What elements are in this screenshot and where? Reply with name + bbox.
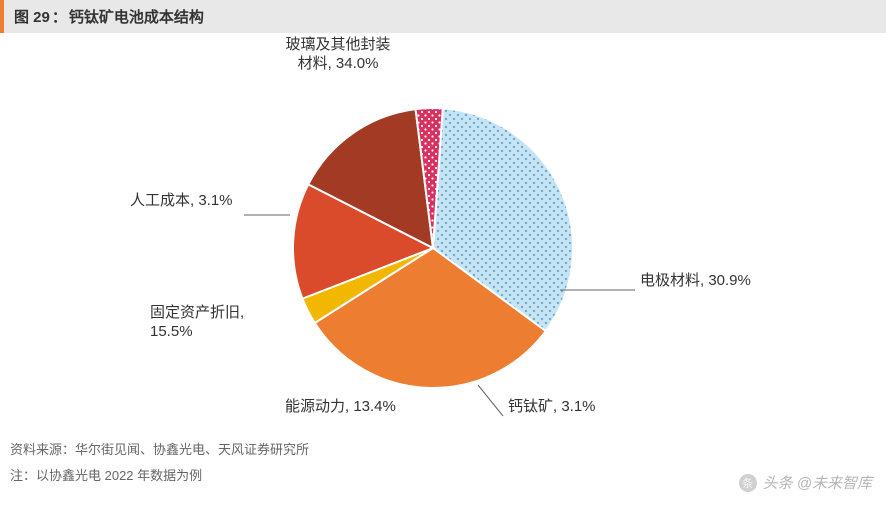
slice-label-人工成本: 人工成本, 3.1% [130,192,233,209]
figure-number: 图 29 [14,9,50,26]
watermark-icon: 条 [739,474,757,492]
source-line-2: 注：以协鑫光电 2022 年数据为例 [10,463,309,489]
slice-label-钙钛矿: 钙钛矿, 3.1% [508,398,596,415]
pie-chart: 玻璃及其他封装材料, 34.0% 电极材料, 30.9% 钙钛矿, 3.1% 能源动力… [0,33,886,423]
chart-title-bar: 图 29：钙钛矿电池成本结构 [0,0,886,33]
source-block: 资料来源：华尔街见闻、协鑫光电、天风证券研究所 注：以协鑫光电 2022 年数据… [10,437,309,489]
leader-line [478,385,503,416]
pie-svg: 玻璃及其他封装材料, 34.0% 电极材料, 30.9% 钙钛矿, 3.1% 能源动力… [0,33,886,423]
slice-label-能源动力: 能源动力, 13.4% [285,398,396,415]
source-line-1: 资料来源：华尔街见闻、协鑫光电、天风证券研究所 [10,437,309,463]
watermark: 条 头条 @未来智库 [739,472,872,493]
figure-title: 钙钛矿电池成本结构 [69,9,204,26]
slice-label-电极材料: 电极材料, 30.9% [640,272,751,289]
slice-label-固定资产折旧: 固定资产折旧,15.5% [150,304,244,340]
title-separator: ： [52,9,67,26]
slice-label-玻璃及其他封装材料: 玻璃及其他封装材料, 34.0% [285,36,390,72]
watermark-text: 头条 @未来智库 [763,472,872,493]
